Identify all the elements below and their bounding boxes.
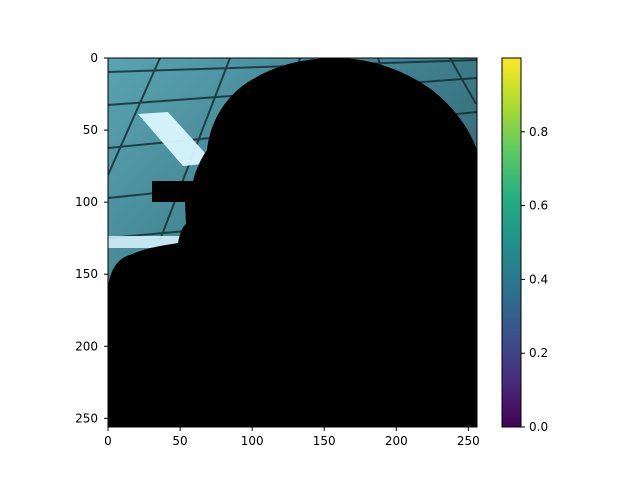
colorbar-tick-label: 0.0 xyxy=(529,420,548,434)
x-tick-label: 150 xyxy=(313,434,336,448)
colorbar-tick-label: 0.2 xyxy=(529,346,548,360)
y-tick-label: 250 xyxy=(75,411,98,425)
y-tick-label: 150 xyxy=(75,267,98,281)
image-plot xyxy=(108,58,477,427)
y-axis: 0 50 100 150 200 250 xyxy=(75,51,108,425)
colorbar-frame xyxy=(501,57,522,428)
x-tick-label: 200 xyxy=(385,434,408,448)
x-tick-label: 50 xyxy=(172,434,187,448)
colorbar-tick-label: 0.4 xyxy=(529,272,548,286)
plot-frame xyxy=(107,57,478,428)
colorbar-gradient xyxy=(502,58,521,427)
colorbar-tick-label: 0.8 xyxy=(529,125,548,139)
colorbar-ticks: 0.0 0.2 0.4 0.6 0.8 xyxy=(521,125,548,434)
y-tick-label: 200 xyxy=(75,339,98,353)
silhouette-region xyxy=(108,58,477,427)
colorbar: 0.0 0.2 0.4 0.6 0.8 xyxy=(501,57,548,434)
ceiling-light-panel xyxy=(138,112,214,166)
x-axis: 0 50 100 150 200 250 xyxy=(104,427,480,448)
x-tick-label: 0 xyxy=(104,434,112,448)
x-tick-label: 250 xyxy=(457,434,480,448)
y-tick-label: 0 xyxy=(90,51,98,65)
y-tick-label: 50 xyxy=(83,123,98,137)
colorbar-tick-label: 0.6 xyxy=(529,199,548,213)
x-tick-label: 100 xyxy=(241,434,264,448)
y-tick-label: 100 xyxy=(75,195,98,209)
